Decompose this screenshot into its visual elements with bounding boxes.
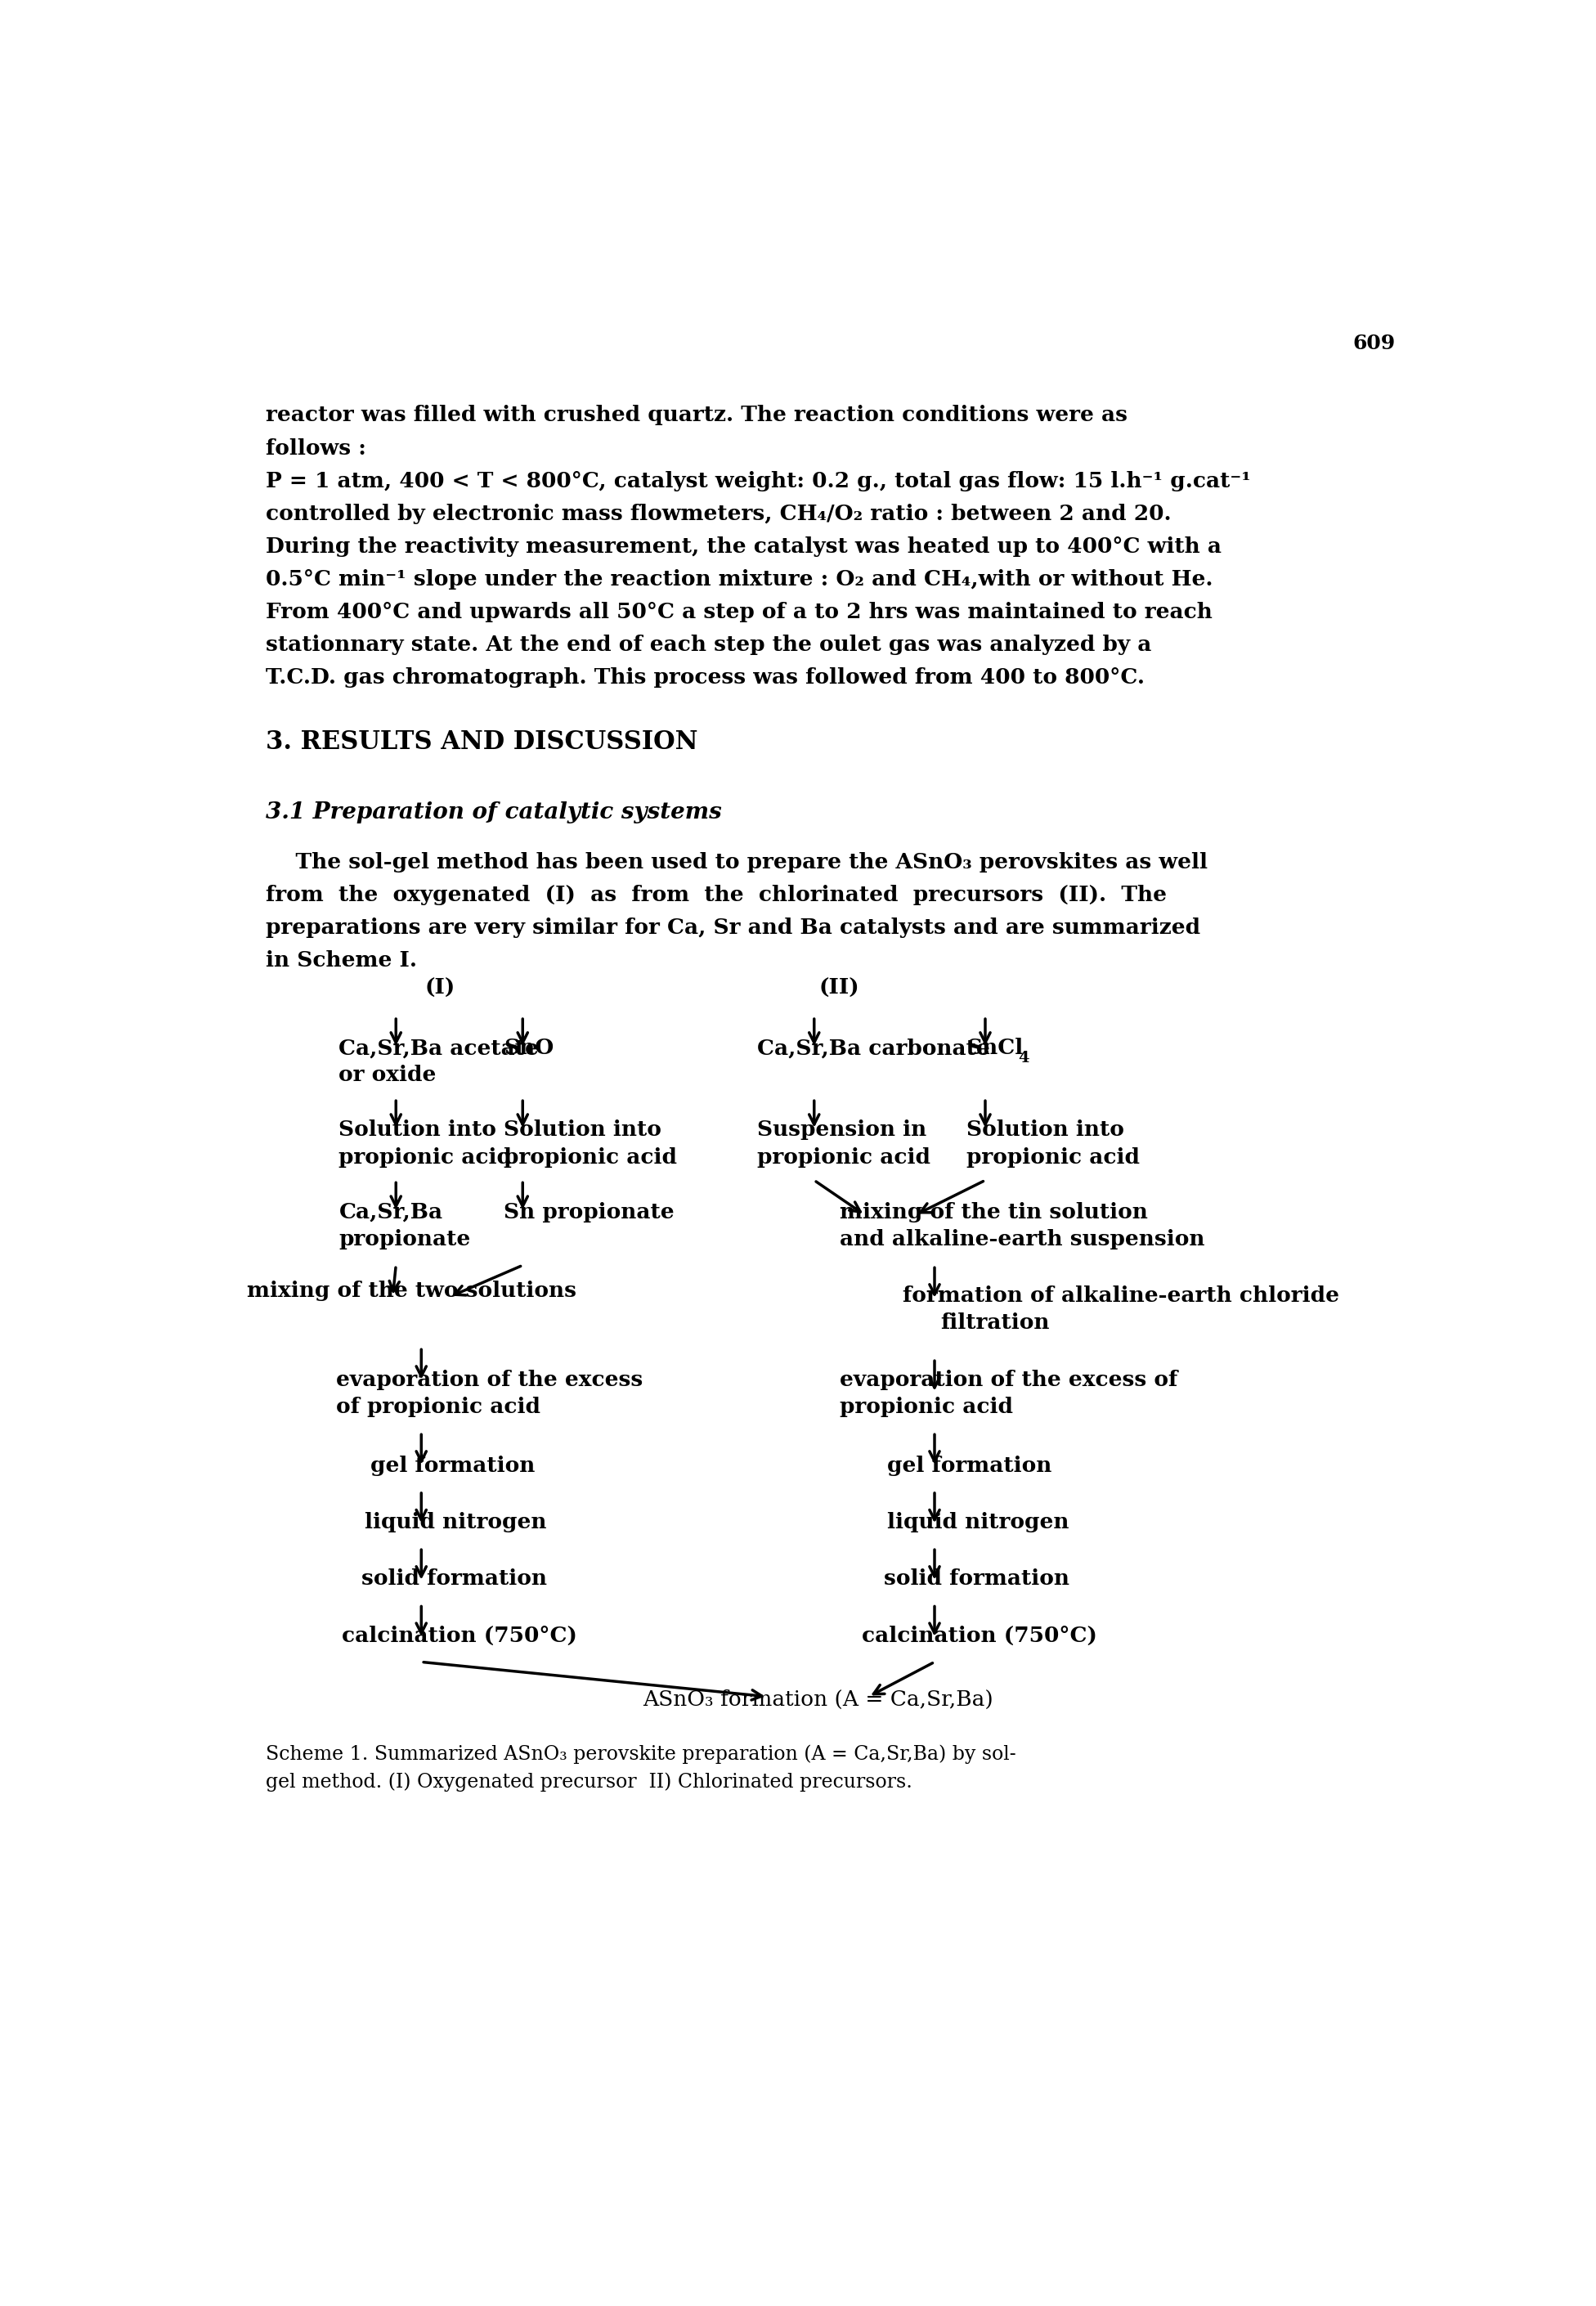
Text: propionic acid: propionic acid: [757, 1146, 930, 1167]
Text: stationnary state. At the end of each step the oulet gas was analyzed by a: stationnary state. At the end of each st…: [267, 634, 1152, 655]
Text: evaporation of the excess of: evaporation of the excess of: [839, 1370, 1178, 1391]
Text: in Scheme I.: in Scheme I.: [267, 950, 417, 971]
Text: The sol-gel method has been used to prepare the ASnO₃ perovskites as well: The sol-gel method has been used to prep…: [267, 853, 1208, 872]
Text: Suspension in: Suspension in: [757, 1121, 927, 1139]
Text: propionic acid: propionic acid: [338, 1146, 512, 1167]
Text: During the reactivity measurement, the catalyst was heated up to 400°C with a: During the reactivity measurement, the c…: [267, 537, 1223, 556]
Text: preparations are very similar for Ca, Sr and Ba catalysts and are summarized: preparations are very similar for Ca, Sr…: [267, 918, 1200, 939]
Text: Ca,Sr,Ba acetate: Ca,Sr,Ba acetate: [338, 1038, 539, 1058]
Text: calcination (750°C): calcination (750°C): [342, 1626, 578, 1646]
Text: filtration: filtration: [940, 1312, 1049, 1333]
Text: mixing of the two solutions: mixing of the two solutions: [247, 1280, 576, 1301]
Text: ASnO₃ formation (A = Ca,Sr,Ba): ASnO₃ formation (A = Ca,Sr,Ba): [643, 1690, 993, 1711]
Text: propionic acid: propionic acid: [966, 1146, 1140, 1167]
Text: From 400°C and upwards all 50°C a step of a to 2 hrs was maintained to reach: From 400°C and upwards all 50°C a step o…: [267, 602, 1213, 623]
Text: Scheme 1. Summarized ASnO₃ perovskite preparation (A = Ca,Sr,Ba) by sol-: Scheme 1. Summarized ASnO₃ perovskite pr…: [267, 1743, 1017, 1764]
Text: propionate: propionate: [338, 1229, 471, 1250]
Text: 3.1 Preparation of catalytic systems: 3.1 Preparation of catalytic systems: [267, 800, 721, 823]
Text: 4: 4: [1018, 1052, 1029, 1065]
Text: liquid nitrogen: liquid nitrogen: [887, 1513, 1069, 1533]
Text: solid formation: solid formation: [361, 1568, 547, 1589]
Text: and alkaline-earth suspension: and alkaline-earth suspension: [839, 1229, 1205, 1250]
Text: Solution into: Solution into: [504, 1121, 661, 1139]
Text: (I): (I): [425, 978, 455, 998]
Text: mixing of the tin solution: mixing of the tin solution: [839, 1201, 1148, 1222]
Text: T.C.D. gas chromatograph. This process was followed from 400 to 800°C.: T.C.D. gas chromatograph. This process w…: [267, 666, 1144, 687]
Text: propionic acid: propionic acid: [504, 1146, 677, 1167]
Text: Ca,Sr,Ba carbonate: Ca,Sr,Ba carbonate: [757, 1038, 990, 1058]
Text: P = 1 atm, 400 < T < 800°C, catalyst weight: 0.2 g., total gas flow: 15 l.h⁻¹ g.: P = 1 atm, 400 < T < 800°C, catalyst wei…: [267, 470, 1251, 491]
Text: 0.5°C min⁻¹ slope under the reaction mixture : O₂ and CH₄,with or without He.: 0.5°C min⁻¹ slope under the reaction mix…: [267, 570, 1213, 590]
Text: evaporation of the excess: evaporation of the excess: [335, 1370, 643, 1391]
Text: 3. RESULTS AND DISCUSSION: 3. RESULTS AND DISCUSSION: [267, 729, 697, 754]
Text: from  the  oxygenated  (I)  as  from  the  chlorinated  precursors  (II).  The: from the oxygenated (I) as from the chlo…: [267, 886, 1167, 906]
Text: propionic acid: propionic acid: [839, 1397, 1013, 1418]
Text: Sn propionate: Sn propionate: [504, 1201, 674, 1222]
Text: SnO: SnO: [504, 1038, 554, 1058]
Text: formation of alkaline-earth chloride: formation of alkaline-earth chloride: [903, 1284, 1339, 1305]
Text: follows :: follows :: [267, 438, 367, 459]
Text: Solution into: Solution into: [338, 1121, 496, 1139]
Text: calcination (750°C): calcination (750°C): [862, 1626, 1096, 1646]
Text: SnCl: SnCl: [966, 1038, 1023, 1058]
Text: Solution into: Solution into: [966, 1121, 1124, 1139]
Text: gel formation: gel formation: [370, 1455, 535, 1476]
Text: gel method. (I) Oxygenated precursor  II) Chlorinated precursors.: gel method. (I) Oxygenated precursor II)…: [267, 1773, 913, 1792]
Text: solid formation: solid formation: [884, 1568, 1069, 1589]
Text: reactor was filled with crushed quartz. The reaction conditions were as: reactor was filled with crushed quartz. …: [267, 406, 1128, 427]
Text: or oxide: or oxide: [338, 1065, 437, 1086]
Text: Ca,Sr,Ba: Ca,Sr,Ba: [338, 1201, 442, 1222]
Text: liquid nitrogen: liquid nitrogen: [364, 1513, 546, 1533]
Text: gel formation: gel formation: [887, 1455, 1052, 1476]
Text: (II): (II): [819, 978, 860, 998]
Text: controlled by electronic mass flowmeters, CH₄/O₂ ratio : between 2 and 20.: controlled by electronic mass flowmeters…: [267, 503, 1171, 523]
Text: of propionic acid: of propionic acid: [335, 1397, 539, 1418]
Text: 609: 609: [1353, 334, 1395, 353]
